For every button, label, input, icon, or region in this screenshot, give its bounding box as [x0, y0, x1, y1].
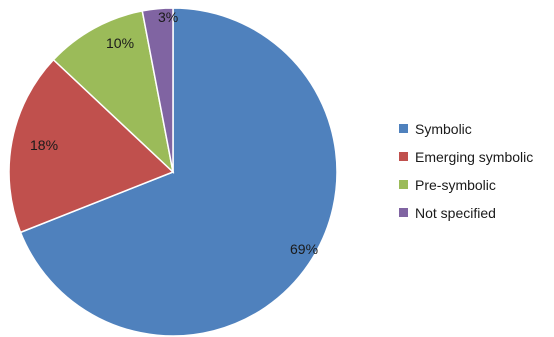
legend-label-not-specified: Not specified — [415, 205, 496, 221]
pie-slice-not-specified — [141, 7, 174, 173]
data-label-symbolic: 69% — [290, 241, 318, 257]
legend-label-pre-symbolic: Pre-symbolic — [415, 177, 496, 193]
data-label-pre-symbolic: 10% — [106, 35, 134, 51]
legend-swatch-symbolic — [399, 124, 408, 133]
pie-slice-symbolic — [19, 7, 338, 337]
pie-slice-emerging-symbolic — [8, 58, 175, 234]
legend-label-symbolic: Symbolic — [415, 121, 472, 137]
pie-data-labels: 69% 18% 10% 3% — [30, 9, 318, 257]
legend-swatch-pre-symbolic — [399, 180, 408, 189]
pie-slices — [8, 7, 338, 337]
pie-slice-pre-symbolic — [52, 10, 175, 175]
data-label-not-specified: 3% — [158, 9, 178, 25]
legend-label-emerging-symbolic: Emerging symbolic — [415, 149, 533, 165]
legend-swatch-emerging-symbolic — [399, 152, 408, 161]
legend-swatch-not-specified — [399, 208, 408, 217]
legend: Symbolic Emerging symbolic Pre-symbolic Not… — [399, 121, 533, 221]
data-label-emerging-symbolic: 18% — [30, 137, 58, 153]
